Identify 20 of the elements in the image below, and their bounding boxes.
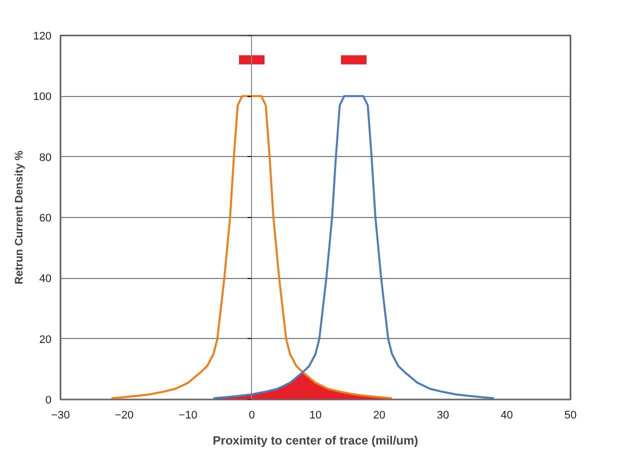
x-tick-label: 10 xyxy=(309,410,322,422)
y-axis-title: Retrun Current Density % xyxy=(14,150,26,284)
x-tick-label: 0 xyxy=(248,410,255,422)
line-series xyxy=(110,95,393,400)
x-tick-label: 30 xyxy=(436,410,450,422)
x-axis-title: Proximity to center of trace (mil/um) xyxy=(212,434,418,448)
x-tick-label: 20 xyxy=(373,410,386,422)
y-tick-label: 80 xyxy=(39,152,52,164)
y-tick-label: 40 xyxy=(39,273,52,286)
y-tick-label: 100 xyxy=(33,91,52,104)
x-tick-label: 40 xyxy=(500,410,513,422)
x-tick-label: 50 xyxy=(564,410,577,422)
y-tick-label: 20 xyxy=(39,334,52,346)
line-series xyxy=(212,95,495,400)
x-tick-label: −10 xyxy=(178,410,198,422)
x-tick-label: −30 xyxy=(51,410,70,422)
x-tick-label: −20 xyxy=(114,410,134,422)
y-tick-label: 0 xyxy=(45,394,52,406)
y-tick-label: 60 xyxy=(39,212,52,224)
y-tick-label: 120 xyxy=(33,30,52,42)
